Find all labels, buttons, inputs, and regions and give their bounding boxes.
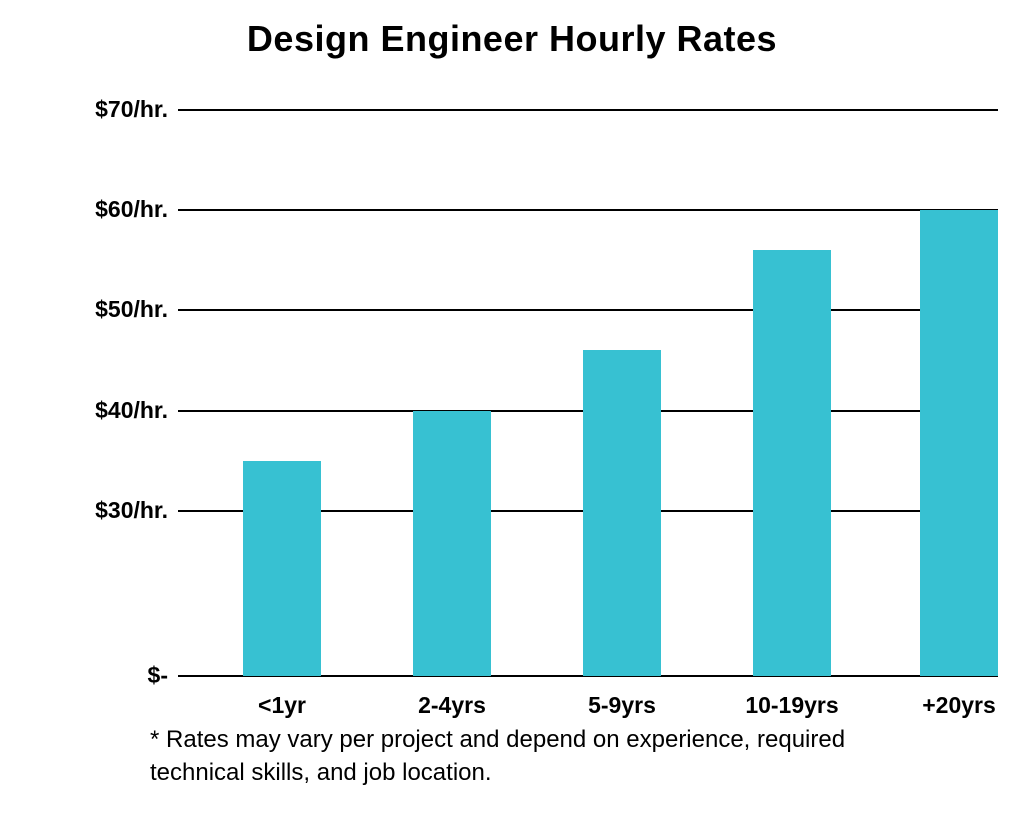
bar-3	[753, 250, 831, 676]
x-label-4: +20yrs	[889, 692, 1024, 719]
bar-0	[243, 461, 321, 676]
y-label-2: $50/hr.	[95, 296, 168, 323]
x-label-3: 10-19yrs	[722, 692, 862, 719]
y-label-3: $40/hr.	[95, 397, 168, 424]
x-label-1: 2-4yrs	[382, 692, 522, 719]
chart: Design Engineer Hourly Rates $70/hr. $60…	[0, 0, 1024, 829]
y-label-0: $70/hr.	[95, 96, 168, 123]
y-label-5: $-	[148, 662, 168, 689]
bar-1	[413, 411, 491, 677]
plot-area	[178, 86, 998, 676]
y-label-1: $60/hr.	[95, 196, 168, 223]
footnote: * Rates may vary per project and depend …	[150, 724, 930, 789]
bar-2	[583, 350, 661, 676]
gridline-70	[178, 109, 998, 111]
gridline-60	[178, 209, 998, 211]
y-label-4: $30/hr.	[95, 497, 168, 524]
chart-title: Design Engineer Hourly Rates	[0, 18, 1024, 60]
x-label-0: <1yr	[212, 692, 352, 719]
bar-4	[920, 210, 998, 676]
gridline-50	[178, 309, 998, 311]
x-label-2: 5-9yrs	[552, 692, 692, 719]
